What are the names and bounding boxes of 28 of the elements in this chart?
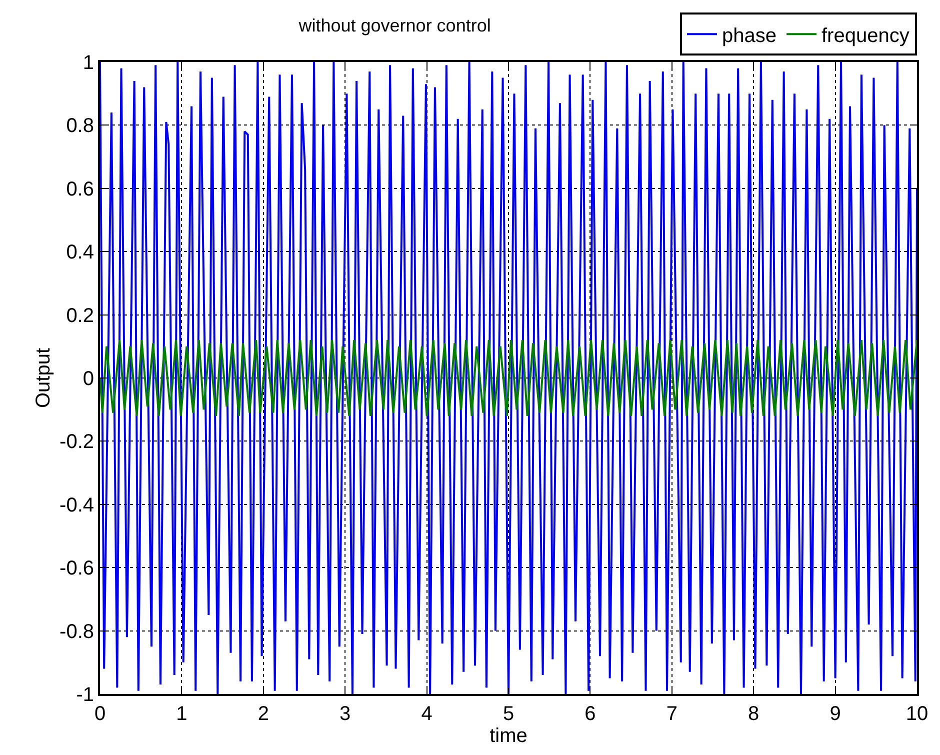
y-tick-label: 0.2	[66, 304, 94, 327]
line-series	[100, 339, 917, 417]
legend-label: phase	[722, 24, 776, 47]
x-tick-label: 1	[176, 703, 188, 725]
x-tick-label: 8	[748, 703, 760, 725]
y-tick-label: 1	[82, 52, 94, 74]
x-axis-title: time	[490, 725, 528, 747]
x-tick-label: 9	[830, 703, 841, 725]
chart-title: without governor control	[298, 15, 491, 36]
y-tick-label: -0.2	[60, 431, 94, 454]
y-tick-label: -0.8	[60, 620, 94, 643]
x-tick-label: 5	[502, 703, 514, 725]
x-tick-label: 4	[421, 703, 432, 725]
y-axis-title: Output	[32, 348, 55, 408]
line-series	[100, 62, 917, 694]
legend-label: frequency	[822, 24, 910, 47]
y-tick-label: 0	[82, 368, 94, 390]
x-tick-label: 10	[906, 703, 928, 725]
x-tick-label: 3	[340, 703, 351, 725]
y-tick-label: 0.8	[66, 115, 94, 138]
y-tick-label: 0.6	[66, 178, 94, 200]
y-tick-label: -0.4	[60, 494, 94, 516]
x-tick-label: 7	[666, 703, 678, 725]
y-tick-label: 0.4	[66, 242, 94, 264]
y-tick-label: -0.6	[60, 558, 94, 580]
y-tick-label: -1	[76, 684, 94, 706]
x-tick-label: 2	[258, 703, 269, 725]
x-tick-label: 6	[584, 703, 596, 725]
